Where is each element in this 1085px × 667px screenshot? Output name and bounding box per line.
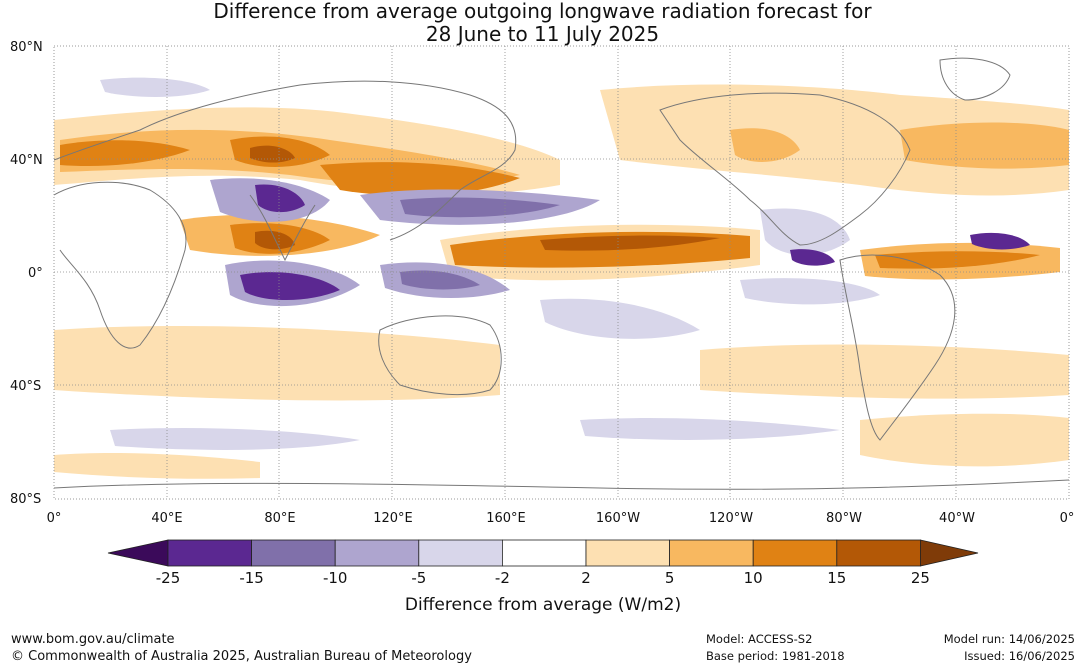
anomaly-pos-band	[730, 128, 800, 162]
anomaly-neg-region	[400, 197, 560, 218]
lon-label: 0°	[1060, 511, 1075, 526]
anomaly-neg-core	[240, 272, 340, 301]
footer-dates: Model run: 14/06/2025 Issued: 16/06/2025	[944, 631, 1075, 665]
colorbar-tick-label: 15	[827, 569, 846, 587]
anomaly-pos-core	[875, 251, 1040, 269]
lon-label: 160°W	[596, 511, 640, 526]
map-frame	[53, 45, 1070, 500]
anomaly-neg-region	[740, 278, 880, 305]
title-line-1: Difference from average outgoing longwav…	[213, 0, 872, 23]
colorbar-tick-label: -2	[495, 569, 510, 587]
anomaly-pos-band	[54, 325, 500, 401]
anomaly-pos-band	[700, 344, 1069, 399]
footer-base-period: Base period: 1981-2018	[706, 649, 845, 663]
coast-greenland	[939, 57, 1011, 101]
anomaly-neg-region	[760, 208, 850, 256]
coast-antarctica	[54, 479, 1069, 490]
longitude-labels: 0° 40°E 80°E 120°E 160°E 160°W 120°W 80°…	[47, 511, 1075, 526]
anomaly-neg-core	[790, 249, 835, 266]
colorbar-segment	[669, 539, 754, 567]
colorbar-tick-label: 2	[581, 569, 591, 587]
coast-india	[249, 194, 316, 262]
colorbar-tick-label: -25	[156, 569, 181, 587]
lon-label: 160°E	[486, 511, 526, 526]
lon-label: 80°E	[264, 511, 295, 526]
coast-eurasia	[54, 80, 517, 241]
gridlines	[54, 46, 1069, 499]
footer-copyright: © Commonwealth of Australia 2025, Austra…	[11, 649, 472, 664]
lon-label: 120°E	[373, 511, 413, 526]
coast-africa	[54, 181, 187, 349]
colorbar-arrow-low	[107, 539, 169, 567]
colorbar-tick-label: -5	[411, 569, 426, 587]
colorbar-segment	[334, 539, 420, 567]
colorbar-tick-label: 10	[744, 569, 763, 587]
colorbar-segment	[167, 539, 252, 567]
lon-label: 80°W	[826, 511, 862, 526]
map-panel	[54, 46, 1069, 499]
title-line-2: 28 June to 11 July 2025	[425, 22, 660, 46]
colorbar-label: Difference from average (W/m2)	[405, 595, 681, 615]
coast-australia	[378, 315, 502, 396]
colorbar-segment	[251, 539, 336, 567]
colorbar-segment	[752, 539, 838, 567]
lon-label: 120°W	[709, 511, 753, 526]
colorbar-segment	[418, 539, 503, 567]
coastlines	[54, 57, 1069, 490]
map-title: Difference from average outgoing longwav…	[0, 0, 1085, 46]
lat-label: 0°	[28, 266, 43, 281]
coast-south-america	[839, 254, 956, 441]
anomaly-pos-band	[54, 452, 260, 479]
colorbar-tick-label: 25	[911, 569, 930, 587]
footer-model-run: Model run: 14/06/2025	[943, 632, 1075, 646]
anomaly-neg-region	[110, 428, 360, 450]
anomaly-neg-core	[255, 184, 305, 213]
anomaly-contours	[54, 77, 1069, 479]
lat-label: 80°S	[10, 492, 41, 507]
coast-north-america	[659, 92, 911, 246]
lat-label: 80°N	[10, 40, 43, 55]
colorbar: -25 -15 -10 -5 -2 2 5 10 15 25 Differenc…	[107, 539, 979, 615]
colorbar-segment	[501, 539, 587, 567]
anomaly-pos-core	[540, 235, 720, 251]
latitude-labels: 80°N 40°N 0° 40°S 80°S	[10, 40, 43, 507]
anomaly-pos-band	[860, 413, 1069, 467]
colorbar-tick-label: 5	[665, 569, 675, 587]
colorbar-tick-label: -10	[323, 569, 348, 587]
colorbar-tick-label: -15	[239, 569, 264, 587]
anomaly-pos-core	[320, 162, 520, 196]
anomaly-pos-core	[60, 140, 190, 167]
lat-label: 40°N	[10, 153, 43, 168]
footer-url: www.bom.gov.au/climate	[11, 632, 175, 647]
lon-label: 0°	[47, 511, 62, 526]
anomaly-pos-core	[250, 145, 295, 163]
anomaly-neg-region	[400, 270, 480, 290]
lon-label: 40°W	[939, 511, 975, 526]
anomaly-neg-core	[970, 232, 1030, 250]
anomaly-neg-region	[100, 77, 210, 97]
colorbar-arrow-high	[920, 539, 979, 567]
footer-issued: Issued: 16/06/2025	[964, 649, 1075, 663]
lon-label: 40°E	[151, 511, 182, 526]
colorbar-segment	[836, 539, 921, 567]
anomaly-neg-region	[580, 418, 840, 440]
footer-model: Model: ACCESS-S2	[706, 632, 813, 646]
footer-left: www.bom.gov.au/climate © Commonwealth of…	[11, 631, 472, 665]
anomaly-pos-band	[900, 122, 1069, 169]
lat-label: 40°S	[10, 379, 41, 394]
colorbar-segment	[585, 539, 670, 567]
anomaly-pos-band	[600, 84, 1069, 196]
anomaly-neg-region	[540, 298, 700, 339]
footer-model-info: Model: ACCESS-S2 Base period: 1981-2018	[706, 631, 845, 665]
